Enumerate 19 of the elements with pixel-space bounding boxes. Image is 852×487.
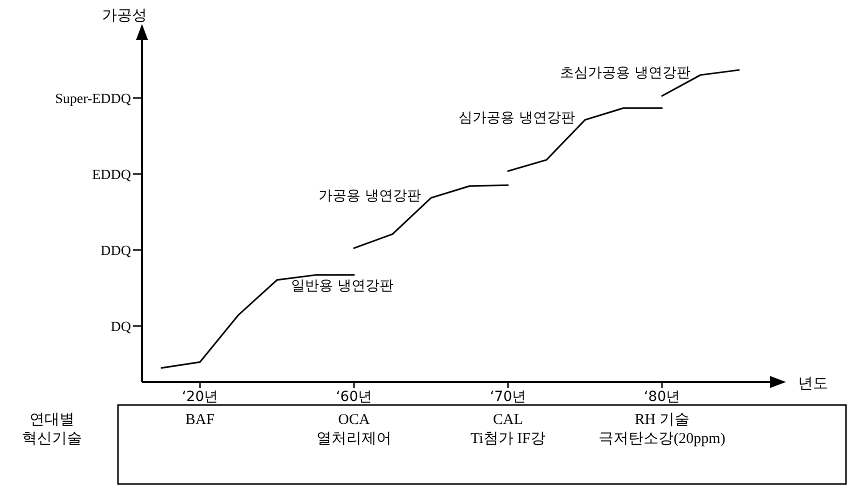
- x-tick-label: ‘70년: [490, 389, 526, 405]
- series-label: 심가공용 냉연강판: [458, 110, 575, 126]
- x-tick-label: ‘20년: [182, 389, 218, 405]
- text: CAL Ti첨가 IF강: [470, 412, 546, 447]
- text: DQ: [110, 320, 131, 335]
- text: DDQ: [100, 244, 131, 259]
- series-label: 가공용 냉연강판: [318, 188, 421, 204]
- x-tick-label: ‘60년: [336, 389, 372, 405]
- x-axis-title: 년도: [798, 374, 828, 392]
- text: Super-EDDQ: [55, 92, 131, 107]
- text: RH 기술 극저탄소강(20ppm): [598, 412, 726, 447]
- x-tick-label: ‘80년: [644, 389, 680, 405]
- text: BAF: [185, 412, 215, 428]
- series-label: 초심가공용 냉연강판: [560, 64, 690, 81]
- y-axis-title: 가공성: [102, 6, 147, 24]
- series-label: 일반용 냉연강판: [291, 278, 394, 294]
- text: OCA 열처리제어: [316, 412, 392, 447]
- text: 연대별 혁신기술: [22, 410, 82, 447]
- text: EDDQ: [92, 168, 131, 183]
